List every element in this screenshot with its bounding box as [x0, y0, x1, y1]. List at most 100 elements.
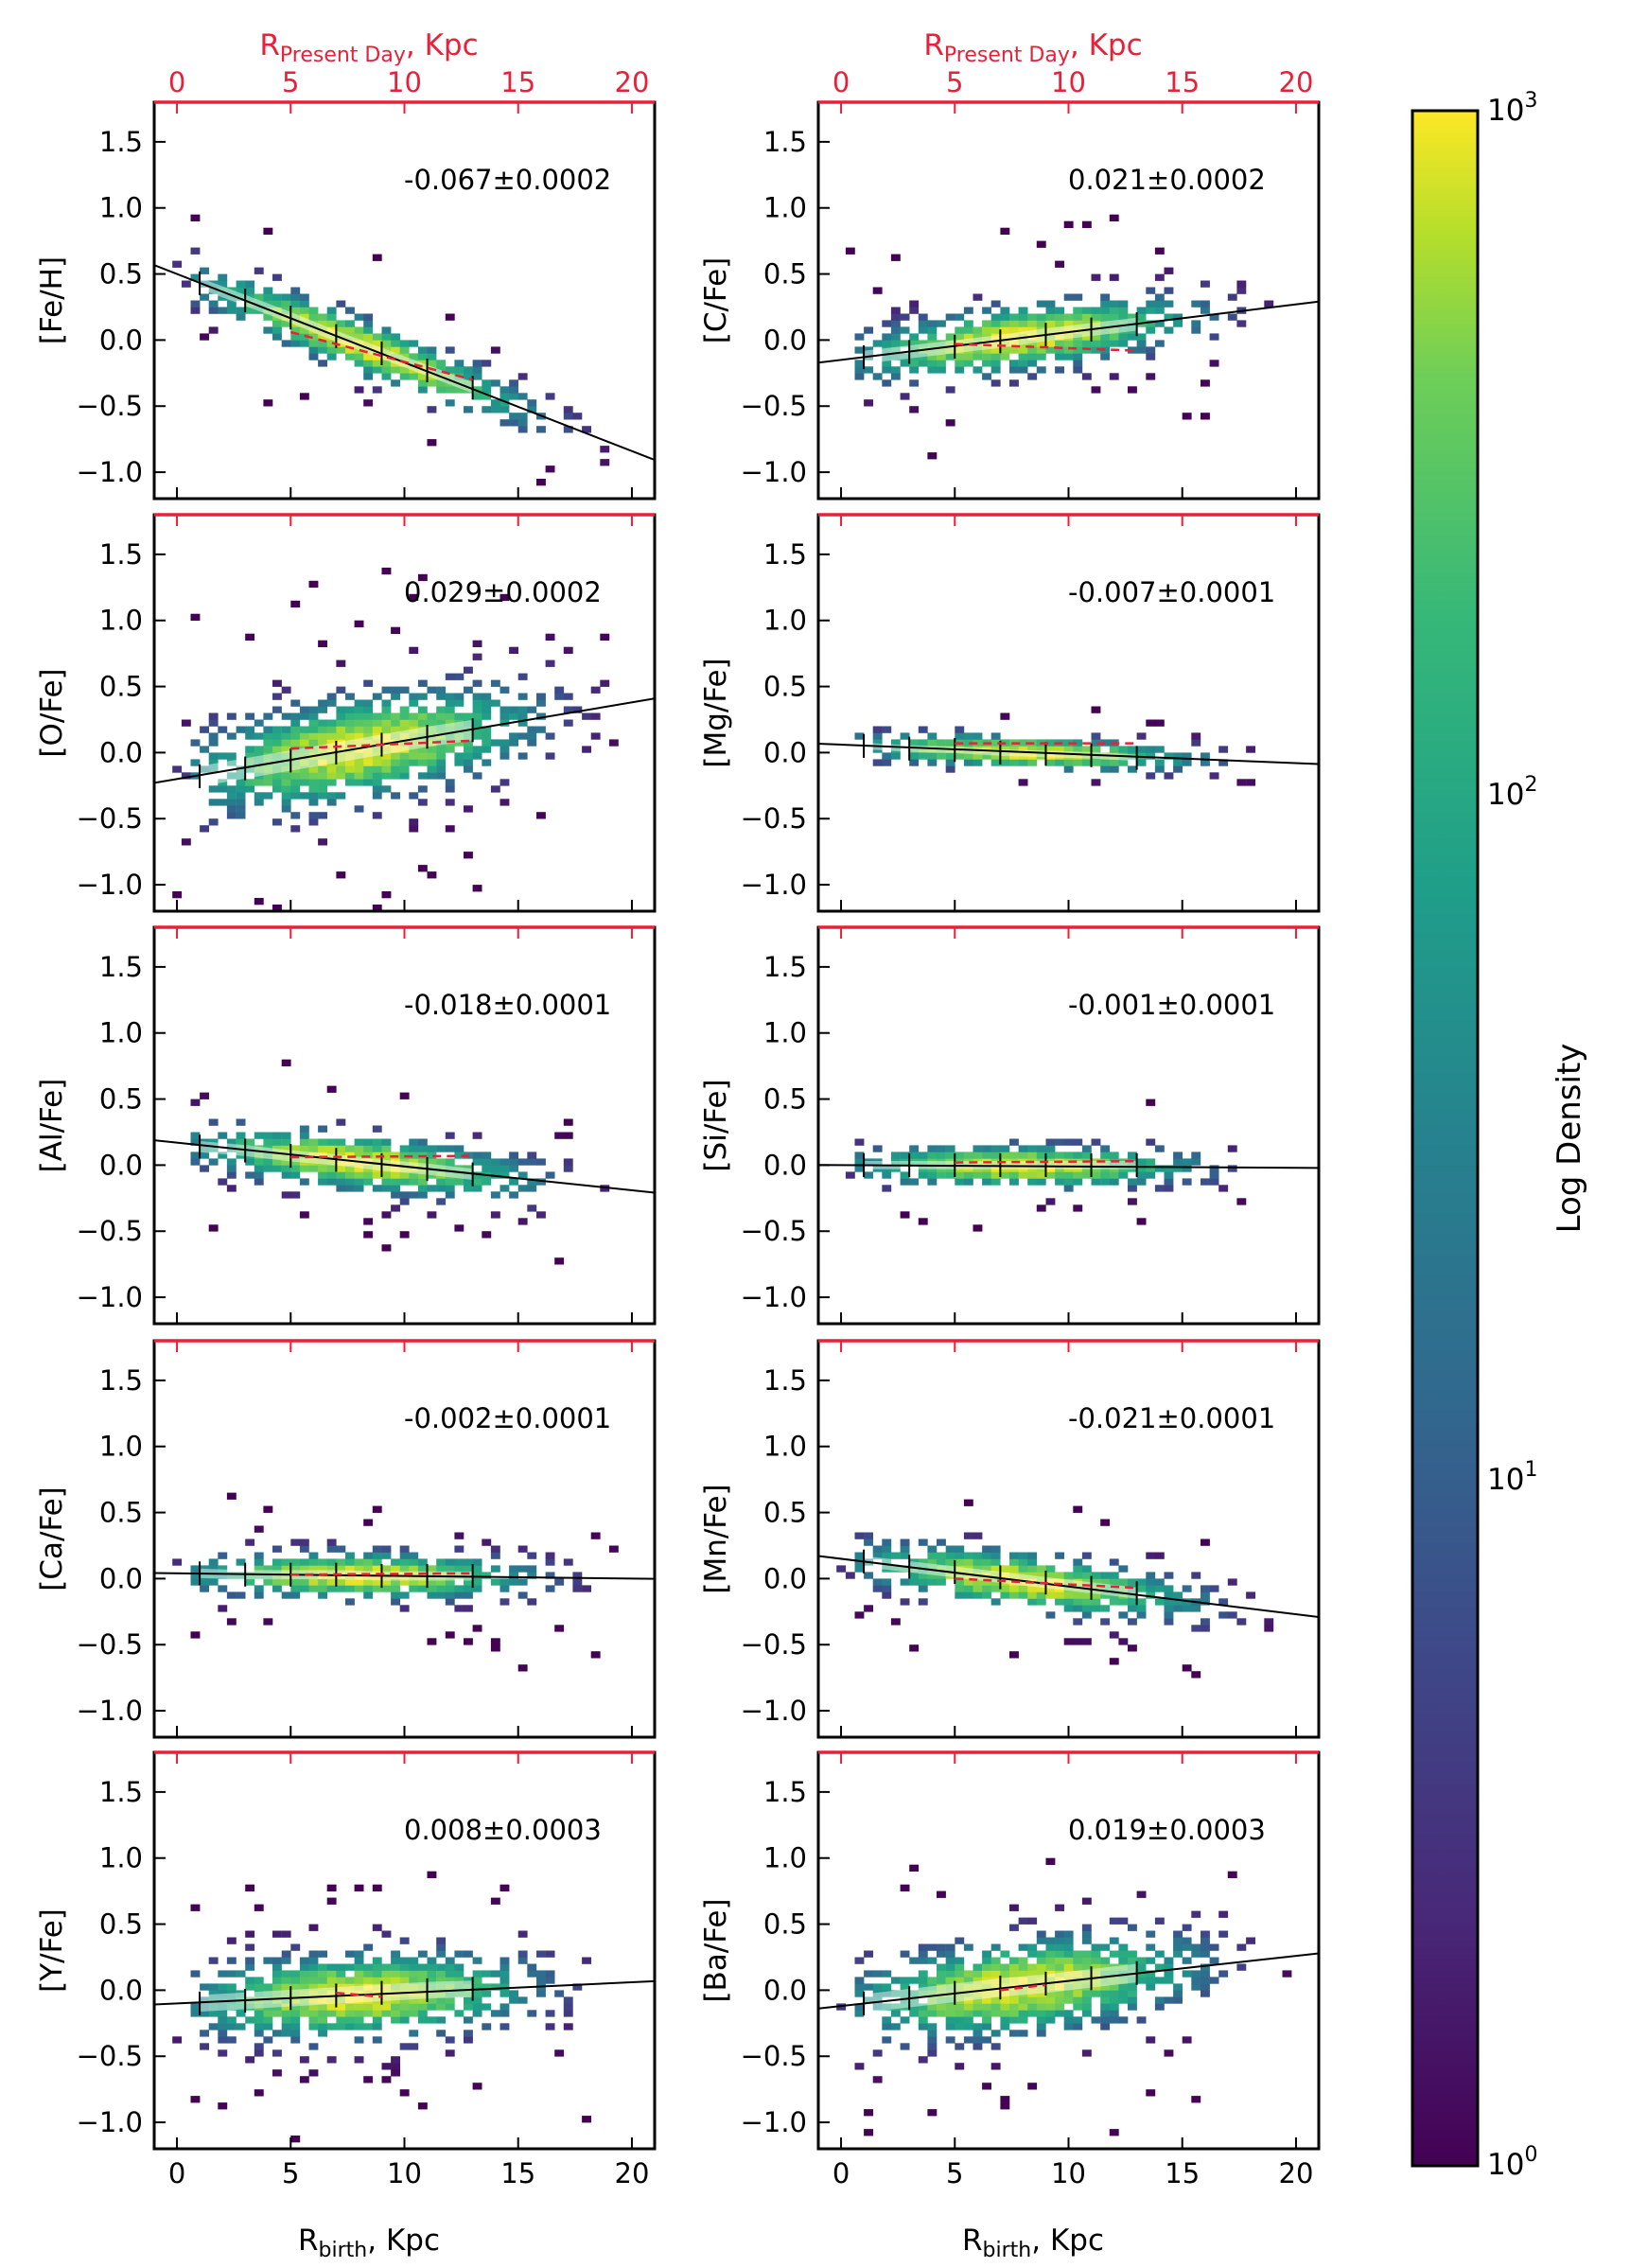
- density-bin: [1128, 1152, 1137, 1159]
- density-bin: [1191, 739, 1201, 747]
- density-bin: [1109, 313, 1119, 321]
- density-bin: [290, 1977, 301, 1984]
- density-bin: [1128, 1578, 1137, 1586]
- density-bin: [582, 712, 591, 720]
- density-bin: [955, 1996, 965, 2004]
- density-bin: [326, 2010, 337, 2017]
- density-bin: [527, 1178, 537, 1186]
- density-bin: [399, 726, 410, 733]
- density-bin: [1154, 719, 1165, 727]
- density-bin: [937, 366, 946, 374]
- density-bin: [399, 2043, 410, 2050]
- density-bin: [281, 752, 291, 760]
- density-bin: [445, 1158, 455, 1166]
- density-bin: [927, 2023, 938, 2031]
- density-bin: [1100, 1990, 1111, 1997]
- density-bin: [527, 726, 537, 733]
- density-bin: [900, 1578, 910, 1586]
- y-tick-label: 0.5: [99, 671, 143, 703]
- density-bin: [1100, 300, 1111, 308]
- density-bin: [472, 653, 482, 660]
- density-bin: [445, 693, 455, 700]
- density-bin: [1146, 307, 1156, 314]
- density-bin: [391, 353, 400, 360]
- density-bin: [1136, 746, 1147, 753]
- density-bin: [226, 772, 237, 780]
- density-bin: [1036, 1996, 1046, 2004]
- density-bin: [226, 752, 237, 760]
- density-bin: [490, 1638, 500, 1645]
- density-bin: [990, 353, 1001, 360]
- slope-annotation: -0.001±0.0001: [1068, 989, 1275, 1021]
- density-bin: [299, 1165, 309, 1172]
- density-bin: [318, 752, 327, 760]
- density-heatmap: [836, 1499, 1274, 1679]
- svg-text:Rbirth, Kpc: Rbirth, Kpc: [962, 2224, 1104, 2262]
- density-bin: [1073, 1171, 1083, 1179]
- density-bin: [572, 1585, 583, 1592]
- density-bin: [1073, 759, 1083, 766]
- density-bin: [381, 765, 392, 773]
- density-bin: [872, 1545, 883, 1553]
- density-bin: [927, 2030, 938, 2037]
- density-bin: [409, 1565, 419, 1573]
- density-bin: [454, 1165, 464, 1172]
- density-bin: [472, 746, 482, 753]
- density-bin: [381, 1578, 392, 1586]
- density-bin: [1027, 326, 1038, 334]
- density-bin: [326, 732, 337, 740]
- y-axis-label: [Mn/Fe]: [699, 1484, 733, 1593]
- density-bin: [1073, 1970, 1083, 1978]
- density-heatmap: [836, 1857, 1292, 2136]
- density-bin: [372, 2036, 382, 2044]
- density-bin: [363, 1138, 374, 1146]
- density-bin: [963, 1578, 973, 1586]
- density-bin: [937, 1565, 946, 1573]
- density-bin: [236, 772, 246, 780]
- density-bin: [427, 746, 437, 753]
- density-bin: [399, 706, 410, 713]
- density-bin: [454, 1591, 464, 1599]
- density-bin: [208, 1118, 219, 1126]
- bottom-axis-title-right: Rbirth, Kpc: [962, 2224, 1104, 2262]
- density-bin: [326, 1152, 337, 1159]
- panel-cfe: 0 5 10 15 20−1.0−0.50.00.51.01.5[C/Fe]0.021±…: [699, 66, 1321, 501]
- density-bin: [318, 838, 327, 846]
- density-bin: [272, 765, 282, 773]
- density-bin: [1100, 2010, 1111, 2017]
- density-bin: [509, 706, 518, 713]
- density-bin: [945, 1158, 955, 1166]
- density-bin: [391, 732, 400, 740]
- density-bin: [927, 366, 938, 374]
- density-bin: [864, 2129, 873, 2136]
- y-tick-label: 0.0: [99, 1149, 143, 1181]
- density-bin: [472, 719, 482, 727]
- density-bin: [890, 752, 901, 760]
- density-bin: [973, 1558, 983, 1566]
- density-bin: [527, 1185, 537, 1192]
- density-bin: [245, 1538, 255, 1546]
- density-bin: [872, 1970, 883, 1978]
- density-bin: [391, 1983, 400, 1991]
- density-bin: [1136, 1178, 1147, 1186]
- density-bin: [464, 1178, 473, 1186]
- density-bin: [1164, 1611, 1174, 1619]
- density-bin: [1018, 320, 1028, 327]
- density-bin: [536, 479, 546, 486]
- density-bin: [354, 1138, 364, 1146]
- density-bin: [254, 1558, 264, 1566]
- density-bin: [381, 1138, 392, 1146]
- density-bin: [417, 346, 428, 354]
- density-bin: [1081, 1572, 1092, 1579]
- density-bin: [381, 1145, 392, 1152]
- density-bin: [472, 373, 482, 380]
- density-bin: [1118, 1611, 1129, 1619]
- colorbar-tick-label: 103: [1487, 89, 1537, 128]
- density-bin: [318, 1158, 327, 1166]
- density-bin: [1201, 1937, 1210, 1944]
- density-bin: [1154, 1917, 1165, 1925]
- density-bin: [1018, 1917, 1028, 1925]
- density-bin: [391, 1598, 400, 1606]
- plot-frame: [152, 1339, 657, 1739]
- density-bin: [1045, 2016, 1056, 2024]
